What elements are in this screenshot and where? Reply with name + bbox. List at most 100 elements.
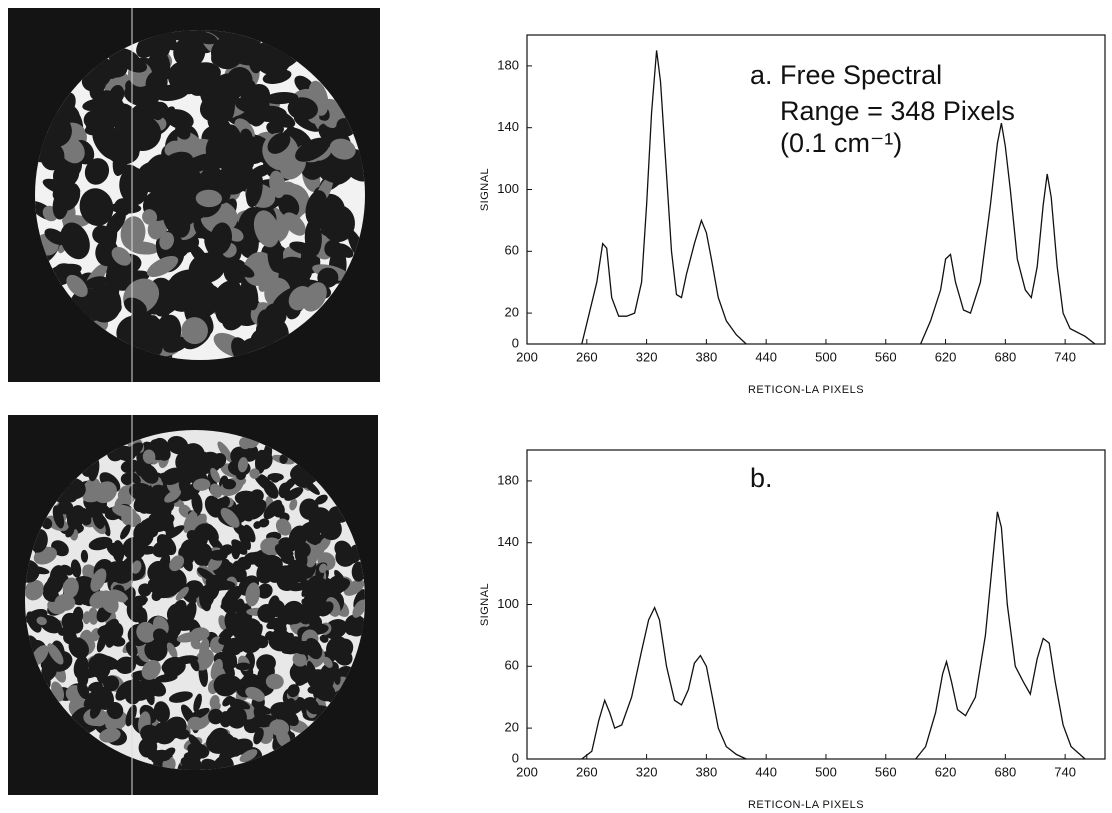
- speckle: [276, 729, 291, 748]
- speckle: [302, 525, 322, 545]
- speckle: [230, 738, 253, 755]
- speckle: [44, 228, 67, 246]
- speckle: [221, 495, 231, 508]
- speckle: [190, 513, 207, 534]
- speckle: [191, 31, 218, 45]
- speckle: [99, 728, 121, 743]
- y-tick-label: 180: [497, 472, 519, 487]
- speckle: [178, 471, 191, 495]
- speckle: [144, 501, 166, 514]
- speckle: [238, 528, 251, 551]
- speckle: [120, 524, 131, 540]
- speckle: [314, 160, 341, 184]
- speckle: [231, 504, 253, 522]
- x-axis-label: RETICON-LA PIXELS: [748, 384, 864, 396]
- speckle: [174, 212, 196, 227]
- annotation: a. Free Spectral: [750, 60, 942, 90]
- speckle: [345, 621, 361, 636]
- plot-frame: [526, 449, 1106, 760]
- speckle: [231, 539, 248, 555]
- speckle: [86, 283, 122, 323]
- x-tick-label: 740: [1054, 764, 1076, 779]
- speckle: [255, 449, 273, 470]
- speckle: [143, 677, 167, 697]
- speckle: [161, 151, 194, 175]
- speckle: [195, 453, 207, 464]
- speckle: [255, 635, 269, 649]
- speckle: [245, 582, 260, 607]
- speckle: [210, 658, 223, 681]
- annotation: (0.1 cm⁻¹): [780, 128, 902, 158]
- speckle: [211, 289, 246, 313]
- speckle: [271, 601, 281, 610]
- speckle: [279, 454, 288, 464]
- speckle: [267, 132, 291, 154]
- speckle: [223, 707, 238, 726]
- y-axis-label: SIGNAL: [479, 583, 491, 626]
- speckle: [167, 436, 189, 455]
- speckle: [168, 173, 191, 205]
- y-tick-label: 20: [505, 305, 519, 320]
- speckle: [116, 560, 126, 570]
- speckle: [287, 684, 300, 698]
- speckle: [234, 490, 259, 507]
- speckle: [314, 494, 328, 505]
- speckle: [210, 36, 244, 70]
- speckle: [209, 549, 228, 561]
- speckle: [95, 207, 113, 222]
- speckle: [177, 138, 213, 155]
- speckle: [331, 630, 340, 639]
- speckle: [284, 487, 304, 501]
- speckle: [173, 599, 187, 617]
- speckle: [104, 217, 118, 254]
- speckle: [228, 653, 237, 664]
- speckle: [251, 623, 263, 643]
- speckle: [245, 174, 263, 208]
- speckle-pattern: [25, 431, 365, 770]
- speckle: [153, 701, 170, 723]
- speckle: [43, 576, 64, 596]
- speckle: [222, 732, 236, 746]
- speckle: [120, 472, 134, 486]
- speckle: [175, 655, 199, 665]
- speckle: [138, 583, 152, 597]
- speckle: [239, 630, 253, 646]
- speckle: [144, 524, 168, 533]
- chart: 0 20 60 100 140 180 200 260 320 380 440 500 560 620 68…: [479, 449, 1106, 811]
- speckle: [180, 757, 201, 770]
- speckle: [66, 505, 86, 530]
- speckle: [294, 641, 317, 653]
- speckle: [88, 607, 99, 625]
- speckle: [142, 209, 158, 225]
- x-tick-label: 560: [875, 349, 897, 364]
- speckle: [54, 594, 76, 611]
- speckle: [205, 525, 219, 543]
- speckle: [115, 656, 136, 674]
- speckle: [171, 285, 211, 312]
- speckle: [264, 303, 287, 327]
- speckle: [304, 219, 322, 257]
- speckle: [318, 563, 328, 573]
- speckle: [103, 675, 120, 692]
- speckle: [281, 632, 294, 646]
- speckle: [158, 553, 171, 571]
- y-tick-label: 60: [505, 243, 519, 258]
- x-tick-label: 200: [516, 764, 538, 779]
- speckle: [263, 479, 279, 499]
- speckle: [112, 540, 125, 563]
- speckle: [164, 489, 182, 503]
- speckle: [88, 536, 113, 551]
- speckle: [262, 69, 292, 84]
- y-tick-label: 100: [497, 596, 519, 611]
- speckle: [161, 467, 184, 485]
- speckle: [322, 656, 333, 668]
- speckle: [282, 600, 306, 625]
- speckle: [333, 670, 341, 685]
- speckle: [334, 540, 352, 559]
- speckle: [155, 586, 179, 599]
- x-tick-label: 440: [755, 349, 777, 364]
- speckle: [40, 661, 51, 670]
- speckle: [220, 507, 240, 528]
